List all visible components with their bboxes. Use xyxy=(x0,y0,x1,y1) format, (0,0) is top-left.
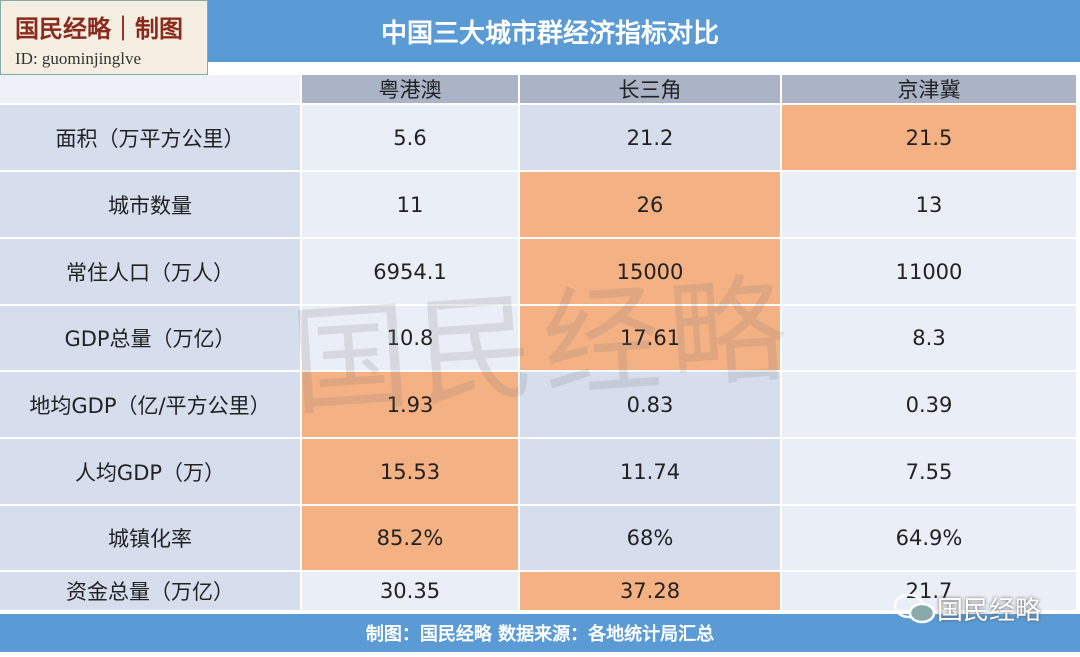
row-label: 面积（万平方公里） xyxy=(0,105,300,170)
header-cell: 京津冀 xyxy=(782,75,1076,103)
header-cell: 长三角 xyxy=(520,75,780,103)
data-cell: 11.74 xyxy=(520,439,780,504)
wechat-label: 国民经略 xyxy=(937,596,1042,626)
data-cell: 1.93 xyxy=(302,372,518,437)
row-label: 城市数量 xyxy=(0,172,300,237)
data-cell: 13 xyxy=(782,172,1076,237)
data-cell: 10.8 xyxy=(302,306,518,370)
data-cell: 8.3 xyxy=(782,306,1076,370)
data-cell: 85.2% xyxy=(302,506,518,570)
data-cell: 21.7 xyxy=(782,572,1076,610)
data-cell: 21.5 xyxy=(782,105,1076,170)
row-label: 人均GDP（万） xyxy=(0,439,300,504)
header-blank xyxy=(0,75,300,103)
data-cell: 5.6 xyxy=(302,105,518,170)
data-cell: 11 xyxy=(302,172,518,237)
data-cell: 26 xyxy=(520,172,780,237)
data-cell: 15.53 xyxy=(302,439,518,504)
footer: 制图：国民经略 数据来源：各地统计局汇总 xyxy=(0,614,1080,652)
data-cell: 37.28 xyxy=(520,572,780,610)
data-cell: 21.2 xyxy=(520,105,780,170)
row-label: 城镇化率 xyxy=(0,506,300,570)
data-cell: 7.55 xyxy=(782,439,1076,504)
data-cell: 17.61 xyxy=(520,306,780,370)
logo: 国民经略｜制图 ID: guominjinglve xyxy=(0,0,208,75)
data-cell: 68% xyxy=(520,506,780,570)
logo-title: 国民经略｜制图 xyxy=(15,14,183,43)
row-label: GDP总量（万亿） xyxy=(0,306,300,370)
row-label: 地均GDP（亿/平方公里） xyxy=(0,372,300,437)
data-cell: 11000 xyxy=(782,239,1076,304)
data-cell: 30.35 xyxy=(302,572,518,610)
header-cell: 粤港澳 xyxy=(302,75,518,103)
data-cell: 0.39 xyxy=(782,372,1076,437)
data-cell: 64.9% xyxy=(782,506,1076,570)
data-cell: 0.83 xyxy=(520,372,780,437)
wechat-badge: 国民经略 xyxy=(893,590,1041,627)
data-cell: 15000 xyxy=(520,239,780,304)
logo-id: ID: guominjinglve xyxy=(15,49,142,68)
row-label: 资金总量（万亿） xyxy=(0,572,300,610)
row-label: 常住人口（万人） xyxy=(0,239,300,304)
data-cell: 6954.1 xyxy=(302,239,518,304)
wechat-icon xyxy=(893,593,936,623)
